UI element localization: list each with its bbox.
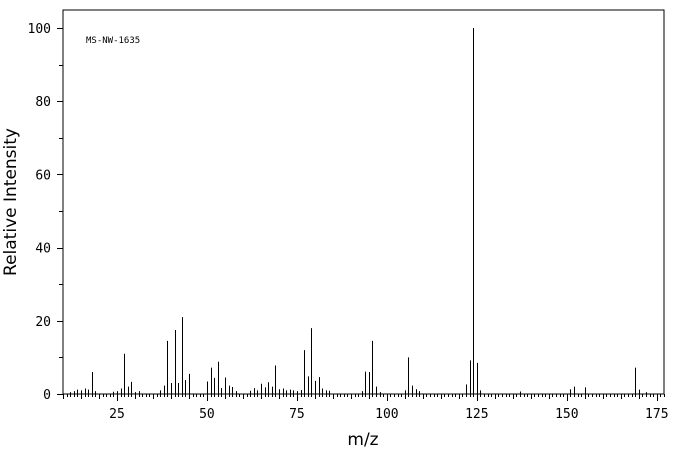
- x-tick-label: 75: [289, 407, 305, 422]
- spectrum-id-annotation: MS-NW-1635: [86, 36, 140, 46]
- x-axis-title: m/z: [347, 430, 378, 450]
- y-tick-label: 80: [35, 95, 51, 110]
- x-tick-label: 175: [645, 407, 668, 422]
- x-tick-label: 100: [375, 407, 398, 422]
- x-tick-label: 25: [109, 407, 125, 422]
- y-axis-ticks: 0 20 40 60 80 100: [28, 22, 63, 403]
- x-tick-label: 150: [555, 407, 578, 422]
- y-tick-label: 40: [35, 242, 51, 257]
- y-tick-label: 60: [35, 168, 51, 183]
- peak-bars: [70, 28, 647, 394]
- y-tick-label: 20: [35, 315, 51, 330]
- y-axis-title: Relative Intensity: [1, 128, 21, 276]
- x-axis-ticks: 25 50 75 100 125 150 175: [63, 394, 669, 422]
- y-tick-label: 100: [28, 22, 51, 37]
- y-tick-label: 0: [43, 388, 51, 403]
- x-tick-label: 125: [465, 407, 488, 422]
- plot-frame: [62, 9, 665, 395]
- x-tick-label: 50: [199, 407, 215, 422]
